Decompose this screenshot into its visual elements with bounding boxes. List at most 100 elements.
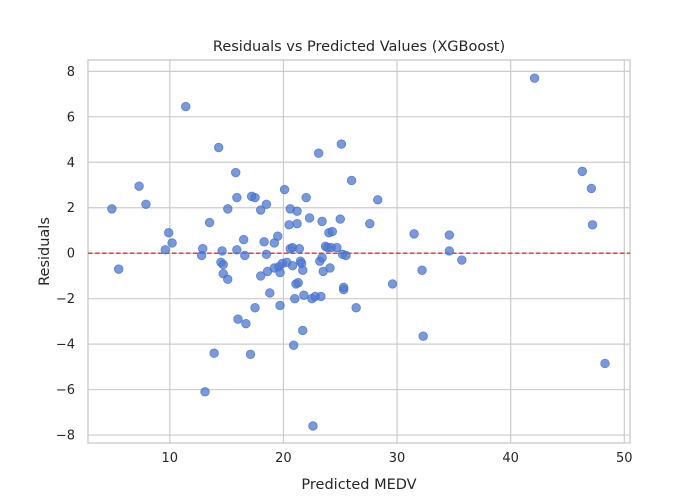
scatter-point [387,279,398,289]
scatter-point [241,318,251,329]
scatter-point [232,192,242,203]
scatter-point [204,217,215,228]
scatter-point [529,73,540,83]
plot-frame [87,59,631,444]
scatter-point [265,288,275,298]
scatter-point [365,218,375,229]
scatter-point [284,220,294,230]
scatter-point [327,226,337,237]
scatter-point [294,243,305,254]
scatter-point [223,274,233,285]
scatter-point [298,265,308,275]
y-tick-labels: −8 −6 −4 −2 0 2 4 6 8 [56,65,75,444]
scatter-point [231,167,241,178]
scatter-point [245,349,256,360]
scatter-point [600,358,610,369]
scatter-point [238,234,249,245]
scatter-point [181,101,191,112]
scatter-point [223,204,233,214]
y-tick-label: 2 [67,201,75,216]
scatter-point [275,267,285,278]
y-tick-label: 4 [67,156,75,171]
scatter-point [107,204,117,214]
scatter-point [200,387,210,397]
scatter-point [160,245,170,255]
scatter-point [325,263,335,273]
scatter-point [167,238,177,248]
scatter-point [338,282,349,292]
scatter-point [256,271,266,281]
data-points [107,73,610,431]
scatter-point [298,325,308,336]
scatter-point [351,303,361,313]
x-tick-label: 10 [162,451,179,466]
scatter-point [444,230,455,240]
scatter-point [141,199,151,210]
scatter-point [336,139,347,149]
scatter-point [341,250,351,261]
scatter-point [313,148,324,158]
scatter-point [292,218,302,229]
scatter-point [292,206,302,216]
scatter-point [304,213,315,223]
scatter-point [261,199,272,210]
y-tick-label: −4 [56,338,75,353]
scatter-point [261,249,272,260]
scatter-point [409,229,419,239]
scatter-point [290,293,300,304]
scatter-point [418,331,428,341]
scatter-point [250,303,260,313]
scatter-point [275,300,285,311]
scatter-point [163,228,174,238]
scatter-point [217,246,227,256]
y-tick-label: −8 [56,429,75,444]
scatter-point [299,290,309,300]
x-tick-label: 20 [275,451,292,466]
scatter-point [444,246,455,256]
scatter-point [233,314,243,324]
scatter-point [577,166,587,177]
scatter-point [457,255,467,265]
scatter-point [209,348,219,358]
scatter-point [317,253,327,263]
x-tick-label: 50 [616,451,633,466]
scatter-point [335,214,345,224]
scatter-point [218,259,228,270]
scatter-point [198,243,208,254]
scatter-point [301,192,311,203]
scatter-point [373,195,383,205]
y-tick-label: 6 [67,110,75,125]
scatter-point [232,245,242,255]
y-tick-label: 0 [67,247,75,262]
y-tick-label: −6 [56,383,75,398]
scatter-point [586,183,597,194]
y-axis-label: Residuals [37,217,53,286]
scatter-point [213,142,224,153]
scatter-point [288,340,299,350]
scatter-point [273,231,283,241]
x-tick-label: 40 [502,451,519,466]
grid-lines [88,60,630,443]
y-tick-label: 8 [67,65,75,80]
scatter-point [587,220,598,230]
scatter-point [346,175,357,186]
scatter-point [279,184,290,195]
scatter-point [259,237,269,247]
scatter-point [417,265,427,275]
scatter-point [308,421,318,431]
scatter-point [256,205,266,215]
scatter-point [332,242,342,253]
x-tick-label: 30 [389,451,406,466]
scatter-point [240,250,250,261]
scatter-point [250,192,260,203]
x-axis-label: Predicted MEDV [301,477,416,493]
x-tick-labels: 10 20 30 40 50 [162,451,633,466]
chart-title: Residuals vs Predicted Values (XGBoost) [213,39,505,55]
scatter-point [113,264,124,274]
scatter-point [293,278,303,288]
scatter-point [134,181,144,191]
scatter-point [317,216,327,227]
scatter-point [316,291,326,302]
